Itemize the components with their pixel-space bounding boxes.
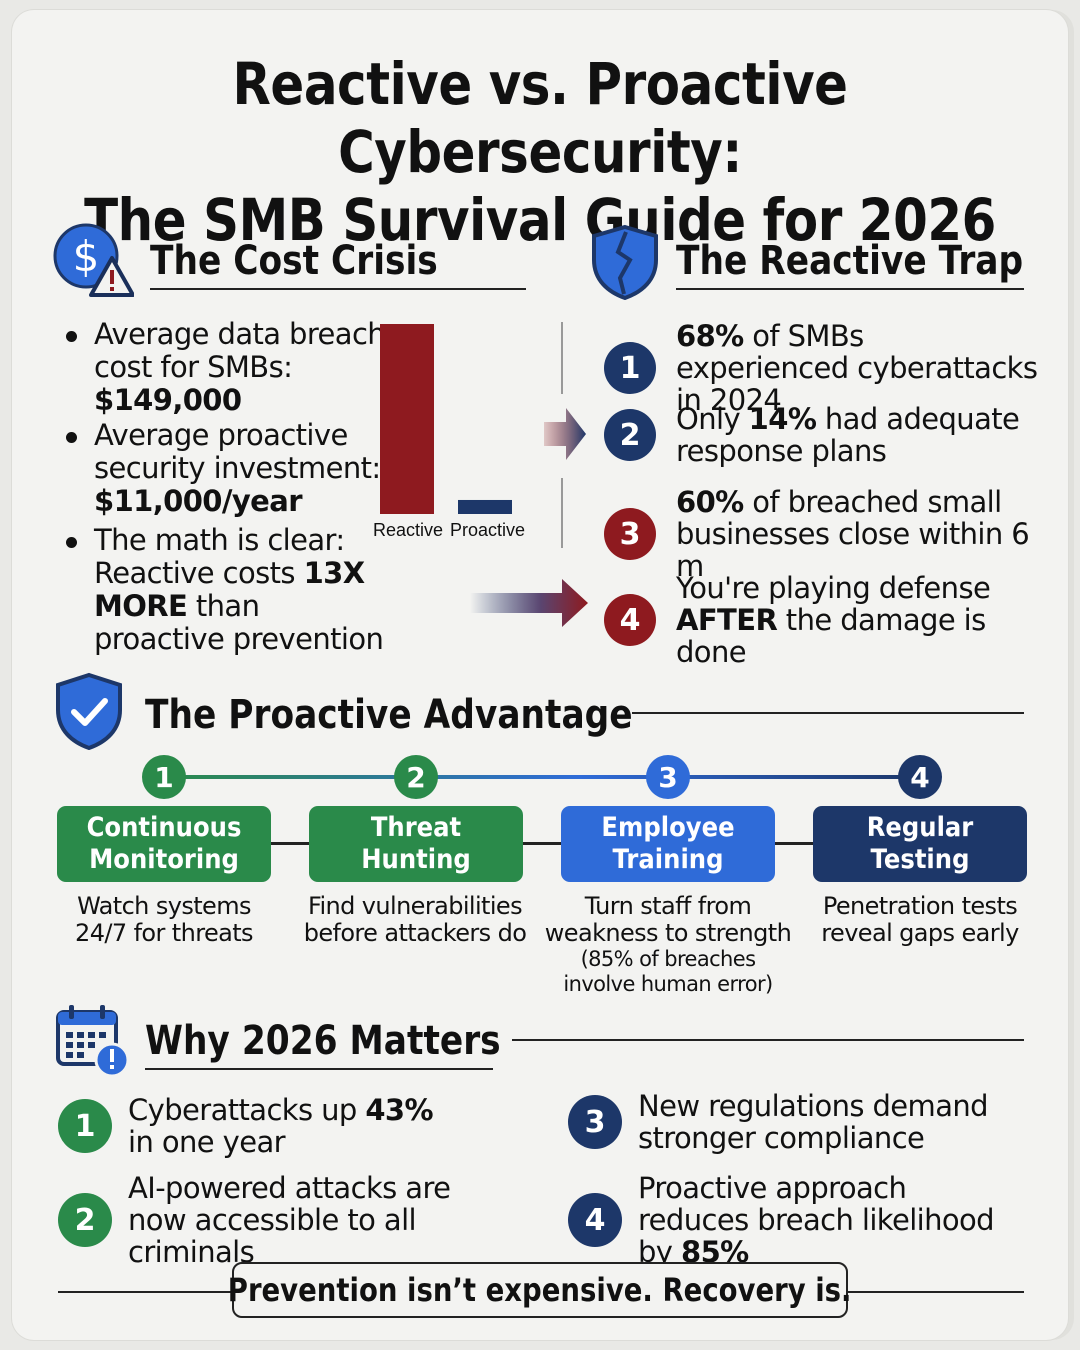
why-item-2: 2 AI-powered attacks are now accessible … [58, 1172, 518, 1268]
step-desc-1: Watch systems 24/7 for threats [75, 892, 254, 947]
number-badge: 1 [604, 342, 656, 394]
step-box-monitoring: Continuous Monitoring [57, 806, 271, 882]
arrow-right-icon [544, 408, 586, 460]
footer-tagline: Prevention isn’t expensive. Recovery is. [228, 1262, 852, 1318]
step-number-2: 2 [394, 755, 438, 799]
title-line-2: The SMB Survival Guide for 2026 [84, 186, 996, 254]
trap-item-2: 2 Only 14% had adequate response plans [604, 403, 1044, 467]
title-line-1: Reactive vs. Proactive Cybersecurity: [232, 50, 848, 186]
step-box-threat-hunting: Threat Hunting [309, 806, 523, 882]
bullet-math: The math is clear: Reactive costs 13X MO… [64, 524, 394, 656]
step-box-employee-training: Employee Training [561, 806, 775, 882]
page-title: Reactive vs. Proactive Cybersecurity: Th… [76, 50, 1005, 254]
trap-text: 60% of breached small businesses close w… [676, 485, 1030, 583]
step-desc-4: Penetration tests reveal gaps early [821, 892, 1019, 947]
proactive-heading: The Proactive Advantage [145, 692, 633, 738]
number-badge: 4 [568, 1193, 622, 1247]
why-2026-underline [145, 1068, 493, 1070]
arrow-right-icon [470, 579, 588, 627]
number-badge: 3 [604, 508, 656, 560]
number-badge: 1 [58, 1099, 112, 1153]
step-number-1: 1 [142, 755, 186, 799]
trap-item-3: 3 60% of breached small businesses close… [604, 486, 1064, 582]
svg-text:$: $ [73, 232, 100, 281]
check-shield-icon [56, 672, 122, 750]
step-box-regular-testing: Regular Testing [813, 806, 1027, 882]
step-number-3: 3 [646, 755, 690, 799]
number-badge: 2 [58, 1193, 112, 1247]
trap-item-4: 4 You're playing defense AFTER the damag… [604, 572, 1044, 668]
trap-text: 68% of SMBs experienced cyberattacks in … [676, 319, 1038, 417]
trap-text: Only 14% had adequate response plans [676, 402, 1020, 468]
reactive-trap-underline [676, 288, 1024, 290]
trap-item-1: 1 68% of SMBs experienced cyberattacks i… [604, 320, 1044, 416]
cost-crisis-heading: The Cost Crisis [150, 238, 438, 284]
why-text: AI-powered attacks are now accessible to… [128, 1171, 451, 1269]
bullet-breach-cost: Average data breach cost for SMBs: $149,0… [64, 318, 394, 417]
page-card [12, 10, 1068, 1340]
step-desc-2: Find vulnerabilities before attackers do [303, 892, 527, 947]
trap-text: You're playing defense AFTER the damage … [676, 571, 991, 669]
step-number-4: 4 [898, 755, 942, 799]
timeline-connector [164, 775, 920, 845]
bar-reactive [380, 324, 434, 514]
why-2026-rule [512, 1039, 1024, 1041]
dollar-warning-icon: $ [53, 223, 134, 297]
proactive-rule [632, 712, 1024, 714]
step-desc-3: Turn staff from weakness to strength (85%… [544, 892, 792, 997]
broken-shield-icon [592, 224, 658, 300]
calendar-alert-icon [56, 1005, 130, 1078]
reactive-trap-heading: The Reactive Trap [676, 238, 1024, 284]
why-text: Cyberattacks up 43% in one year [128, 1093, 434, 1159]
vertical-divider-top [561, 322, 563, 394]
tick-label-proactive: Proactive [450, 520, 526, 540]
why-item-1: 1 Cyberattacks up 43% in one year [58, 1094, 498, 1158]
why-text: Proactive approach reduces breach likeli… [638, 1171, 995, 1269]
cost-bar-chart [380, 324, 512, 514]
why-text: New regulations demand stronger complian… [638, 1089, 989, 1155]
bar-proactive [458, 499, 512, 514]
why-item-3: 3 New regulations demand stronger compli… [568, 1090, 1028, 1154]
bullet-proactive-investment: Average proactive security investment: $1… [64, 419, 394, 518]
why-2026-heading: Why 2026 Matters [145, 1018, 501, 1064]
number-badge: 4 [604, 594, 656, 646]
tick-label-reactive: Reactive [373, 520, 444, 540]
why-item-4: 4 Proactive approach reduces breach like… [568, 1172, 1028, 1268]
number-badge: 3 [568, 1095, 622, 1149]
cost-crisis-underline [150, 288, 526, 290]
cost-bullets: Average data breach cost for SMBs: $149,0… [64, 318, 394, 658]
vertical-divider-bottom [561, 478, 563, 548]
number-badge: 2 [604, 409, 656, 461]
